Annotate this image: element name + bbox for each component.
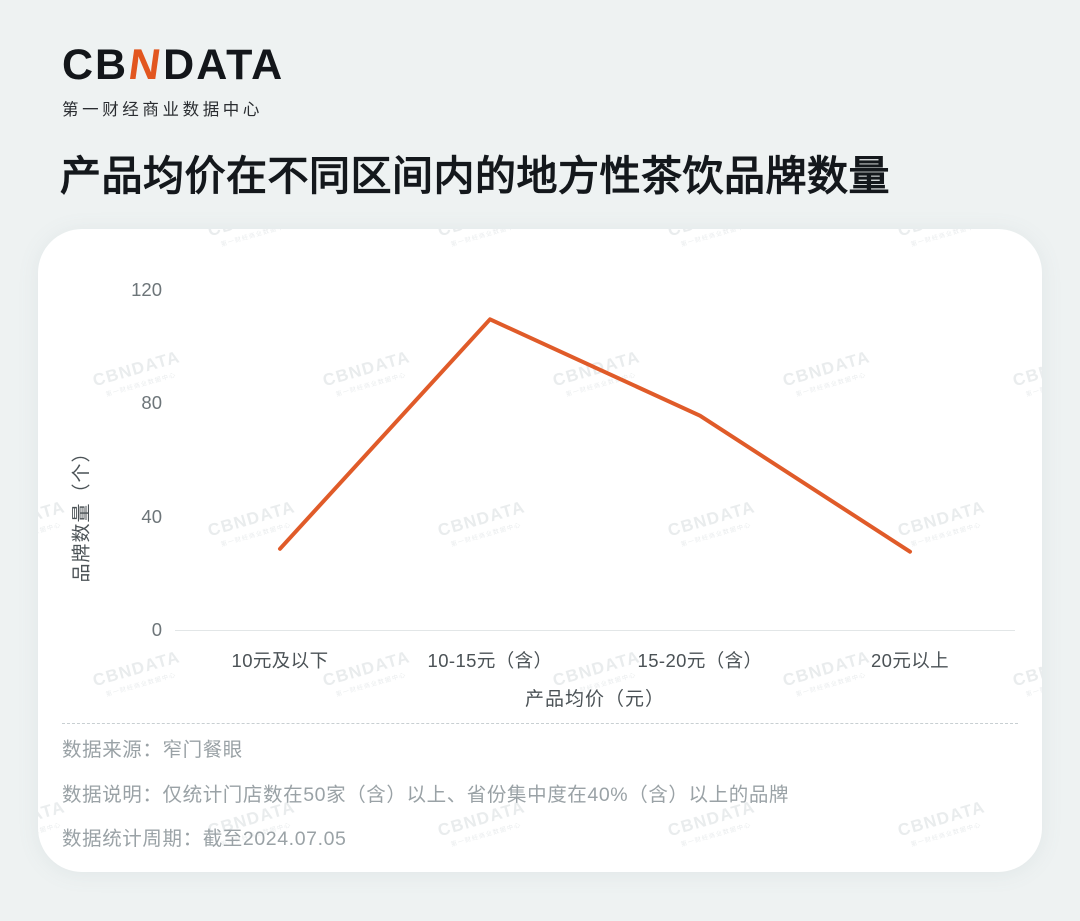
series-line-layer bbox=[278, 317, 912, 554]
logo-subtitle: 第一财经商业数据中心 bbox=[62, 101, 263, 119]
y-tick-label: 40 bbox=[141, 505, 162, 527]
logo-letter-n-accent: N bbox=[125, 41, 166, 89]
x-tick-label: 15-20元（含） bbox=[637, 650, 763, 671]
y-tick-label: 0 bbox=[151, 619, 162, 640]
y-tick-label: 80 bbox=[141, 392, 162, 414]
x-axis-ticks: 10元及以下 10-15元（含） 15-20元（含） 20元以上 bbox=[175, 647, 1015, 681]
x-axis-title: 产品均价（元） bbox=[524, 689, 665, 710]
x-tick-label: 10-15元（含） bbox=[427, 650, 553, 671]
x-tick-label: 20元以上 bbox=[870, 650, 950, 671]
note-line: 数据说明：仅统计门店数在50家（含）以上、省份集中度在40%（含）以上的品牌 bbox=[62, 783, 790, 806]
logo-text-right: DATA bbox=[163, 41, 285, 89]
note-line: 数据统计周期：截至2024.07.05 bbox=[62, 828, 347, 850]
y-tick-label: 120 bbox=[131, 279, 162, 300]
x-tick-label: 10元及以下 bbox=[231, 650, 329, 671]
x-axis-baseline bbox=[175, 630, 1015, 631]
y-axis-ticks: 0 40 80 120 bbox=[98, 229, 162, 872]
brand-header: CB N DATA 第一财经商业数据中心 bbox=[62, 41, 662, 120]
line-chart: 品牌数量（个） 0 40 80 120 10元及以下 10-15元（含） 15-20元（含… bbox=[38, 229, 1042, 872]
chart-card: CBNDATA第一财经商业数据中心CBNDATA第一财经商业数据中心CBNDAT… bbox=[38, 229, 1042, 872]
page-title: 产品均价在不同区间内的地方性茶饮品牌数量 bbox=[60, 153, 890, 199]
notes-block: 数据来源：窄门餐眼数据说明：仅统计门店数在50家（含）以上、省份集中度在40%（… bbox=[62, 739, 1012, 872]
series-line-brand-count bbox=[278, 317, 912, 554]
note-line: 数据来源：窄门餐眼 bbox=[62, 739, 243, 761]
logo-text-left: CB bbox=[62, 41, 129, 89]
cbndata-logo: CB N DATA bbox=[62, 41, 662, 89]
notes-divider bbox=[62, 723, 1018, 724]
